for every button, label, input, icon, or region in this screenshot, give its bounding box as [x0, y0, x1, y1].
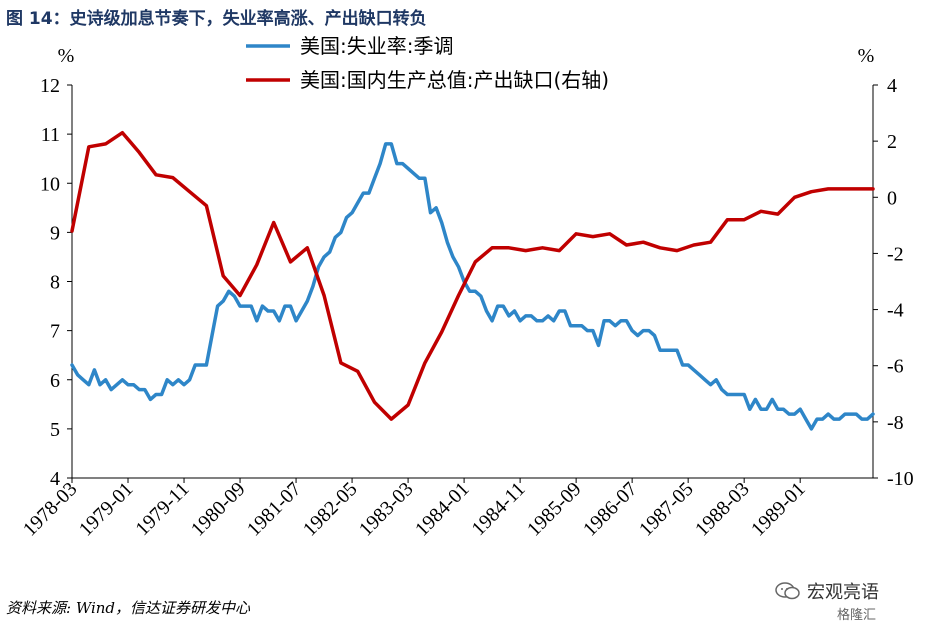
- watermark-text: 宏观亮语: [807, 582, 879, 603]
- x-axis-tick-label: 1985-09: [523, 478, 586, 541]
- x-axis-tick-label: 1979-11: [131, 478, 193, 540]
- chart: 456789101112%-10-8-6-4-2024%1978-031979-…: [19, 34, 914, 541]
- x-axis-tick-label: 1979-01: [75, 478, 138, 541]
- x-axis-tick-label: 1987-05: [635, 478, 698, 541]
- unemployment-rate-line: [70, 142, 875, 431]
- watermark-subtext: 格隆汇: [837, 608, 877, 623]
- chart-axes: 456789101112%-10-8-6-4-2024%1978-031979-…: [19, 45, 914, 541]
- left-axis-tick-label: 6: [50, 370, 60, 392]
- right-axis-tick-label: 2: [887, 131, 897, 153]
- right-axis-tick-label: -4: [887, 300, 904, 322]
- right-axis-tick-label: 0: [887, 187, 897, 209]
- left-axis-tick-label: 5: [50, 419, 60, 441]
- legend-label: 美国:国内生产总值:产出缺口(右轴): [300, 68, 609, 92]
- figure-title: 图 14：史诗级加息节奏下，失业率高涨、产出缺口转负: [6, 9, 427, 29]
- x-axis-tick-label: 1981-07: [243, 478, 306, 541]
- left-axis-tick-label: 11: [41, 124, 60, 146]
- legend-label: 美国:失业率:季调: [300, 34, 453, 58]
- x-axis-tick-label: 1983-03: [355, 478, 418, 541]
- left-axis-tick-label: 10: [40, 173, 60, 195]
- left-axis-tick-label: 9: [50, 222, 60, 244]
- right-axis-tick-label: -8: [887, 412, 904, 434]
- output-gap-line: [70, 130, 875, 421]
- left-axis-tick-label: 4: [50, 468, 60, 490]
- x-axis-tick-label: 1984-01: [411, 478, 474, 541]
- right-axis-tick-label: -2: [887, 243, 904, 265]
- x-axis-tick-label: 1982-05: [299, 478, 362, 541]
- chart-series: [70, 130, 875, 431]
- wechat-icon: [775, 582, 800, 600]
- x-axis-tick-label: 1988-03: [691, 478, 754, 541]
- right-axis-tick-label: 4: [887, 75, 897, 97]
- watermark: 宏观亮语 格隆汇: [775, 578, 879, 623]
- left-axis-tick-label: 8: [50, 272, 60, 294]
- right-axis-unit: %: [858, 45, 875, 67]
- x-axis-tick-label: 1986-07: [579, 478, 642, 541]
- left-axis-tick-label: 7: [50, 321, 60, 343]
- right-axis-tick-label: -6: [887, 356, 904, 378]
- x-axis-tick-label: 1989-01: [747, 478, 810, 541]
- source-note: 资料来源: Wind，信达证券研发中心: [6, 599, 251, 617]
- left-axis-unit: %: [58, 45, 75, 67]
- left-axis-tick-label: 12: [40, 75, 60, 97]
- x-axis-tick-label: 1984-11: [467, 478, 529, 540]
- right-axis-tick-label: -10: [887, 468, 914, 490]
- x-axis-tick-label: 1980-09: [187, 478, 250, 541]
